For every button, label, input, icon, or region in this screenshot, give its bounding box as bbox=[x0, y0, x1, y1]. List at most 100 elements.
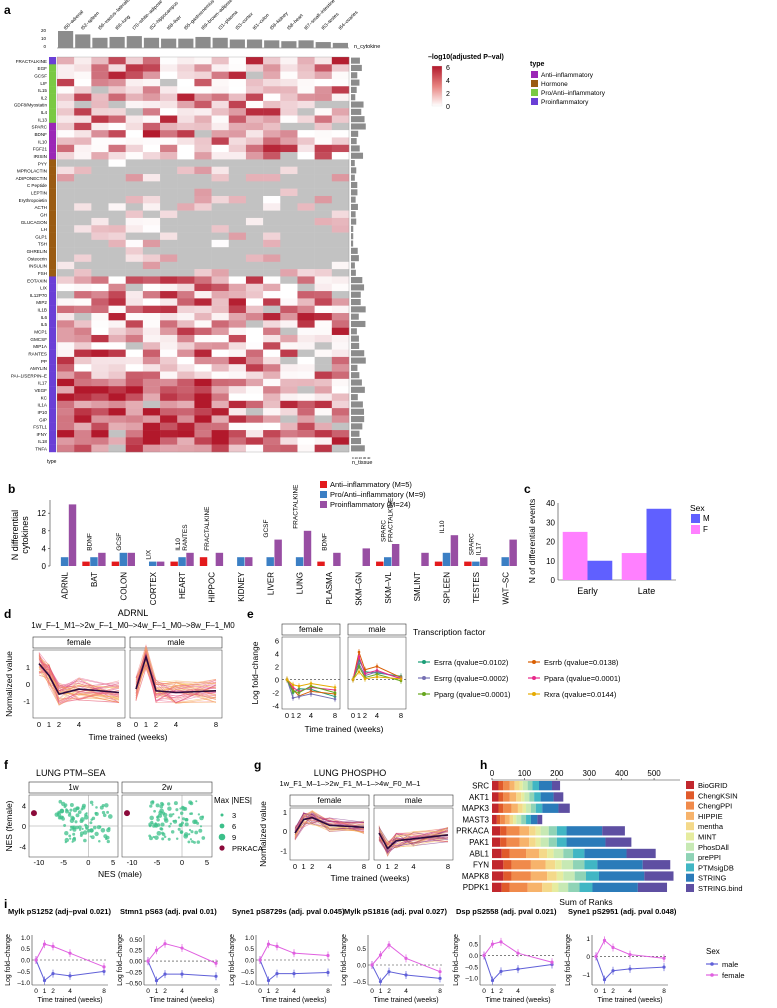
heatmap-cell bbox=[177, 276, 195, 284]
heatmap-cell bbox=[142, 122, 161, 131]
bar-late-f bbox=[621, 553, 647, 580]
heatmap-cell bbox=[211, 254, 229, 263]
x-tick-label: 1 bbox=[144, 720, 148, 729]
bar-fyn-mentha bbox=[545, 860, 556, 870]
heatmap-cell bbox=[108, 64, 126, 72]
heatmap-cell bbox=[314, 152, 333, 160]
heatmap-cell bbox=[297, 247, 315, 255]
heatmap-cell bbox=[245, 100, 264, 109]
heatmap-cell bbox=[194, 225, 212, 233]
heatmap-cell bbox=[160, 305, 178, 314]
heatmap-cell bbox=[74, 210, 92, 219]
heatmap-cell bbox=[314, 408, 333, 416]
heatmap-cell bbox=[125, 400, 144, 409]
bar-abl1-string-bind bbox=[626, 848, 656, 859]
facet-label-1w: 1w bbox=[68, 783, 78, 792]
heatmap-cell bbox=[142, 57, 161, 65]
y-tick-label-8: 8 bbox=[42, 527, 47, 536]
heatmap-cell bbox=[314, 217, 333, 226]
heatmap-cell bbox=[211, 122, 229, 131]
type-cell bbox=[49, 349, 56, 358]
y-tick-label-2: 2 bbox=[275, 662, 279, 671]
bar-kidney-pro-anti-inflammatory-m-9 bbox=[237, 557, 245, 566]
heatmap-cell bbox=[194, 152, 212, 160]
heatmap-cell bbox=[57, 195, 75, 204]
cytokine-count-bar bbox=[351, 94, 356, 101]
heatmap-cell bbox=[280, 393, 298, 401]
heatmap-cell bbox=[57, 334, 75, 343]
heatmap-cell bbox=[228, 86, 247, 94]
bar-liver-pro-anti-inflammatory-m-9 bbox=[266, 557, 274, 566]
heatmap-cell bbox=[245, 378, 264, 387]
heatmap-cell bbox=[314, 86, 333, 94]
heatmap-cell bbox=[177, 203, 195, 211]
heatmap-cell bbox=[194, 159, 212, 167]
x-tick-label-100: 100 bbox=[518, 769, 532, 778]
heatmap-cell bbox=[228, 408, 247, 416]
heatmap-cell bbox=[160, 393, 178, 401]
heatmap-cell bbox=[331, 327, 350, 336]
heatmap-cell bbox=[74, 342, 92, 350]
heatmap-cell bbox=[74, 86, 92, 94]
heatmap-cell bbox=[125, 283, 144, 292]
bar-colon-proinflammatory-m-24 bbox=[127, 552, 135, 566]
heatmap-cell bbox=[177, 386, 195, 394]
heatmap-cell bbox=[245, 327, 264, 336]
heatmap-cell bbox=[91, 254, 109, 263]
bar-akt1-string-bind bbox=[553, 792, 564, 802]
heatmap-cell bbox=[228, 100, 247, 109]
cytokine-count-bar bbox=[351, 233, 354, 240]
heatmap-cell bbox=[297, 393, 315, 401]
x-tick-label: 2 bbox=[363, 711, 367, 720]
heatmap-cell bbox=[74, 422, 92, 431]
legend-label-esrra-qvalue-0-0102: Esrra (qvalue=0.0102) bbox=[434, 658, 509, 667]
heatmap-cell bbox=[280, 71, 298, 80]
cytokine-count-bar bbox=[351, 423, 363, 430]
bar-mapk8-preppi bbox=[574, 871, 586, 881]
heatmap-cell bbox=[108, 174, 126, 182]
heatmap-cell bbox=[280, 254, 298, 263]
heatmap-cell bbox=[142, 305, 161, 314]
type-cell bbox=[49, 444, 56, 453]
heatmap-cell bbox=[331, 247, 350, 255]
y-axis-label: Log fold–change bbox=[565, 934, 572, 986]
heatmap-cell bbox=[108, 181, 126, 189]
heatmap-cell bbox=[177, 349, 195, 358]
bar-skm-vl-proinflammatory-m-24 bbox=[391, 544, 400, 566]
bar-prkaca-string-bind bbox=[602, 826, 625, 836]
heatmap-cell bbox=[57, 378, 75, 387]
scatter-point bbox=[188, 800, 193, 805]
heatmap-cell bbox=[194, 195, 212, 204]
heatmap-cell bbox=[263, 364, 281, 372]
heatmap-cell bbox=[57, 115, 75, 124]
heatmap-cell bbox=[211, 334, 229, 343]
heatmap-cell bbox=[125, 232, 144, 241]
heatmap-cell bbox=[177, 298, 195, 306]
scatter-point bbox=[167, 802, 171, 806]
heatmap-cell bbox=[125, 269, 144, 277]
heatmap-cell bbox=[74, 305, 92, 314]
heatmap-cell bbox=[245, 320, 264, 328]
heatmap-cell bbox=[91, 386, 109, 394]
legend-swatch-proinflammatory-m-24 bbox=[320, 501, 327, 508]
heatmap-cell bbox=[91, 181, 109, 189]
type-cell bbox=[49, 225, 56, 233]
heatmap-cell bbox=[211, 408, 229, 416]
heatmap-cell bbox=[125, 159, 144, 167]
scatter-point bbox=[64, 837, 70, 843]
heatmap-cell bbox=[314, 444, 333, 453]
heatmap-cell bbox=[297, 100, 315, 109]
heatmap-cell bbox=[57, 86, 75, 94]
x-axis-label: Time trained (weeks) bbox=[37, 997, 102, 1004]
cytokine-label-egf: EGF bbox=[38, 66, 48, 71]
scatter-point bbox=[89, 800, 94, 805]
point-female bbox=[404, 956, 408, 960]
heatmap-cell bbox=[280, 108, 298, 116]
heatmap-cell bbox=[263, 210, 281, 219]
cytokine-label-il13: IL13 bbox=[38, 117, 47, 122]
x-tick-label: 0 bbox=[86, 858, 90, 867]
y-label-pdpk1: PDPK1 bbox=[463, 883, 490, 892]
type-cell bbox=[49, 137, 56, 145]
heatmap-cell bbox=[177, 217, 195, 226]
bar-abl1-chengksin bbox=[501, 848, 510, 859]
